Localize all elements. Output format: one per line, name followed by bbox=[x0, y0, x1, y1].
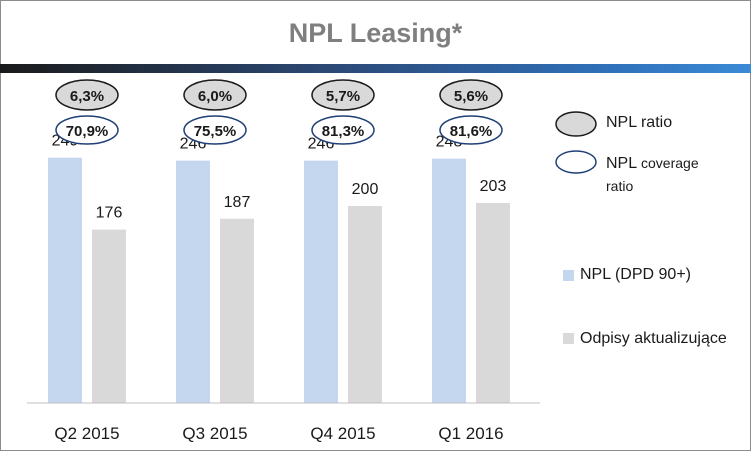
data-label-odpisy-1: 187 bbox=[224, 194, 251, 211]
bar-npl-0 bbox=[48, 157, 82, 403]
chart-title: NPL Leasing* bbox=[288, 18, 463, 48]
legend-npl-ratio-label: NPL ratio bbox=[606, 114, 673, 131]
bar-odpisy-1 bbox=[220, 218, 254, 403]
npl-ratio-label-2: 5,7% bbox=[326, 88, 360, 105]
bar-odpisy-2 bbox=[348, 205, 382, 403]
npl-ratio-label-3: 5,6% bbox=[454, 88, 488, 105]
data-label-odpisy-3: 203 bbox=[480, 178, 507, 195]
npl-coverage-ellipse-2 bbox=[311, 115, 375, 145]
npl-coverage-ellipse-1 bbox=[183, 115, 247, 145]
legend-npl-coverage-label: NPL coverage ratio bbox=[606, 152, 706, 198]
bar-npl-3 bbox=[432, 158, 466, 403]
title-underline-bar bbox=[0, 64, 751, 73]
npl-ratio-label-0: 6,3% bbox=[70, 88, 104, 105]
npl-ratio-ellipse-1 bbox=[183, 79, 247, 111]
npl-ratio-ellipse-2 bbox=[311, 79, 375, 111]
data-label-odpisy-0: 176 bbox=[96, 205, 123, 222]
npl-coverage-ellipse-0 bbox=[55, 115, 119, 145]
bar-npl-1 bbox=[176, 160, 210, 403]
legend-npl-coverage-rest: coverage ratio bbox=[606, 155, 699, 194]
npl-coverage-label-0: 70,9% bbox=[66, 123, 109, 140]
x-tick-label-3: Q1 2016 bbox=[438, 424, 503, 443]
npl-coverage-label-2: 81,3% bbox=[322, 123, 365, 140]
legend-odpisy-label: Odpisy aktualizujące bbox=[580, 330, 727, 347]
legend-npl-label: NPL (DPD 90+) bbox=[580, 266, 691, 283]
x-tick-label-1: Q3 2015 bbox=[182, 424, 247, 443]
npl-ratio-label-1: 6,0% bbox=[198, 88, 232, 105]
bar-odpisy-0 bbox=[92, 229, 126, 403]
npl-coverage-label-1: 75,5% bbox=[194, 123, 237, 140]
npl-coverage-ellipse-3 bbox=[439, 115, 503, 145]
bar-npl-2 bbox=[304, 160, 338, 403]
legend-npl-coverage-main: NPL bbox=[606, 155, 638, 172]
npl-ratio-ellipse-3 bbox=[439, 79, 503, 111]
bar-odpisy-3 bbox=[476, 203, 510, 403]
data-label-odpisy-2: 200 bbox=[352, 181, 379, 198]
x-tick-label-0: Q2 2015 bbox=[54, 424, 119, 443]
npl-ratio-ellipse-0 bbox=[55, 79, 119, 111]
x-tick-label-2: Q4 2015 bbox=[310, 424, 375, 443]
npl-coverage-label-3: 81,6% bbox=[450, 123, 493, 140]
